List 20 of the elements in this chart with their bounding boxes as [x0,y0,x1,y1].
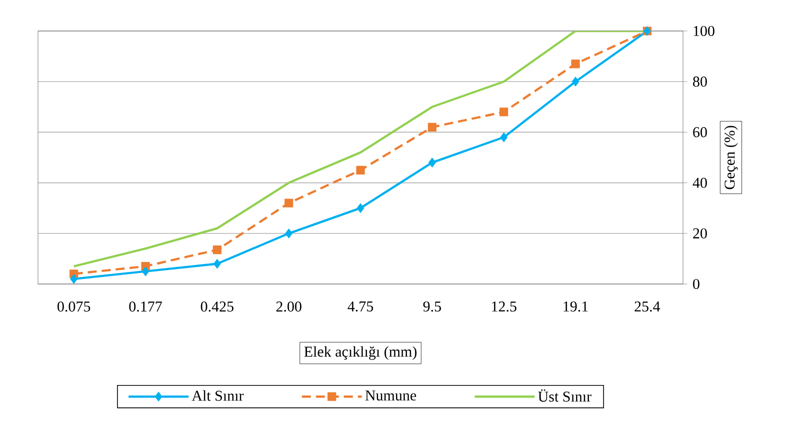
x-tick-label: 19.1 [564,301,588,312]
legend-label: Numune [365,390,416,401]
y-tick-label: 20 [693,228,707,238]
y-tick-label: 0 [693,278,700,290]
legend-label: Üst Sınır [538,389,592,402]
y-tick-label: 80 [693,76,707,87]
legend-label: Alt Sınır [192,390,244,401]
x-tick-label: 0.177 [129,301,162,312]
x-tick-label: 9.5 [423,301,441,312]
x-tick-label: 2.00 [276,301,302,312]
x-tick-label: 25.4 [634,301,660,312]
x-tick-label: 0.075 [58,301,90,312]
x-tick-label: 0.425 [200,301,234,312]
y-axis-title: Geçen (%) [724,126,738,190]
y-tick-label: 100 [694,26,714,36]
y-tick-label: 40 [692,178,707,188]
x-axis-title: Elek açıklığı (mm) [304,346,417,360]
y-tick-label: 60 [693,127,707,138]
x-tick-label: 4.75 [348,301,374,312]
x-tick-label: 12.5 [492,301,516,312]
